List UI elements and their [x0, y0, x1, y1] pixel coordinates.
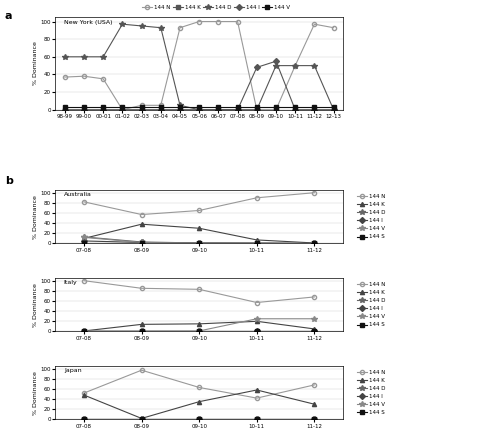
- Text: New York (USA): New York (USA): [64, 20, 112, 25]
- Legend: 144 N, 144 K, 144 D, 144 I, 144 V, 144 S: 144 N, 144 K, 144 D, 144 I, 144 V, 144 S: [358, 282, 385, 327]
- Legend: 144 N, 144 K, 144 D, 144 I, 144 V, 144 S: 144 N, 144 K, 144 D, 144 I, 144 V, 144 S: [358, 194, 385, 240]
- Y-axis label: % Dominance: % Dominance: [33, 42, 38, 85]
- Y-axis label: % Dominance: % Dominance: [33, 371, 38, 415]
- Text: b: b: [5, 176, 12, 186]
- Legend: 144 N, 144 K, 144 D, 144 I, 144 V, 144 S: 144 N, 144 K, 144 D, 144 I, 144 V, 144 S: [358, 370, 385, 416]
- Y-axis label: % Dominance: % Dominance: [33, 283, 38, 327]
- Text: Italy: Italy: [64, 280, 78, 285]
- Legend: 144 N, 144 K, 144 D, 144 I, 144 V: 144 N, 144 K, 144 D, 144 I, 144 V: [142, 5, 290, 10]
- Text: Japan: Japan: [64, 368, 82, 373]
- Text: a: a: [5, 11, 12, 21]
- Text: Australia: Australia: [64, 192, 92, 197]
- Y-axis label: % Dominance: % Dominance: [33, 195, 38, 239]
